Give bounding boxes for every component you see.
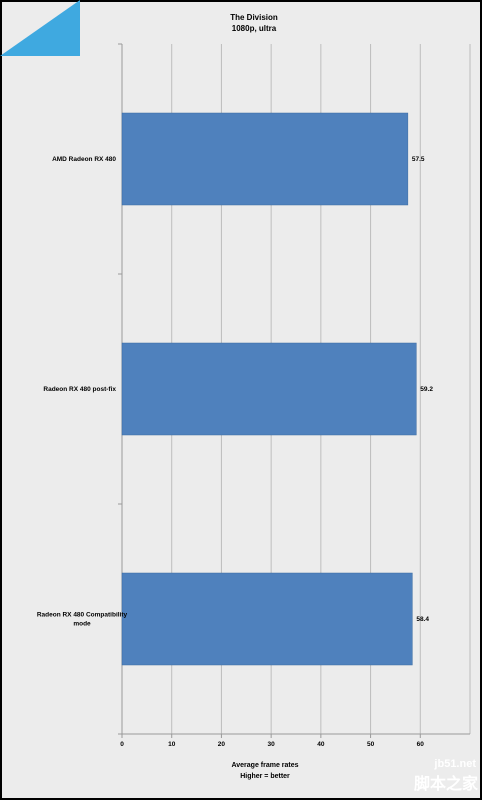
bars [121, 112, 417, 666]
x-tick-label: 60 [417, 741, 425, 748]
x-tick-label: 10 [168, 741, 176, 748]
watermark-site: jb51.net [434, 758, 476, 770]
data-label: 57.5 [412, 156, 425, 163]
x-tick-label: 0 [120, 741, 124, 748]
bar [121, 572, 413, 666]
chart-title: The Division [230, 13, 278, 22]
data-label: 58.4 [416, 616, 429, 623]
category-label: AMD Radeon RX 480 [52, 156, 116, 163]
x-tick-label: 40 [317, 741, 325, 748]
data-label: 59.2 [420, 386, 433, 393]
category-label: Radeon RX 480 Compatibility mode [37, 612, 128, 628]
x-tick-label: 50 [367, 741, 375, 748]
bar [121, 112, 409, 206]
watermark-corner [0, 0, 80, 56]
category-label: Radeon RX 480 post-fix [43, 386, 116, 393]
chart-subtitle: 1080p, ultra [232, 24, 277, 33]
bar [121, 342, 417, 436]
labels: 0 10 20 30 40 50 60 57.5 AMD Radeon RX 480 59.2 Ra… [37, 156, 433, 748]
x-tick-label: 30 [268, 741, 276, 748]
x-axis-sublabel: Higher = better [240, 773, 290, 780]
x-axis-label: Average frame rates [231, 762, 298, 769]
watermark-name: 脚本之家 [413, 774, 478, 793]
x-tick-label: 20 [218, 741, 226, 748]
